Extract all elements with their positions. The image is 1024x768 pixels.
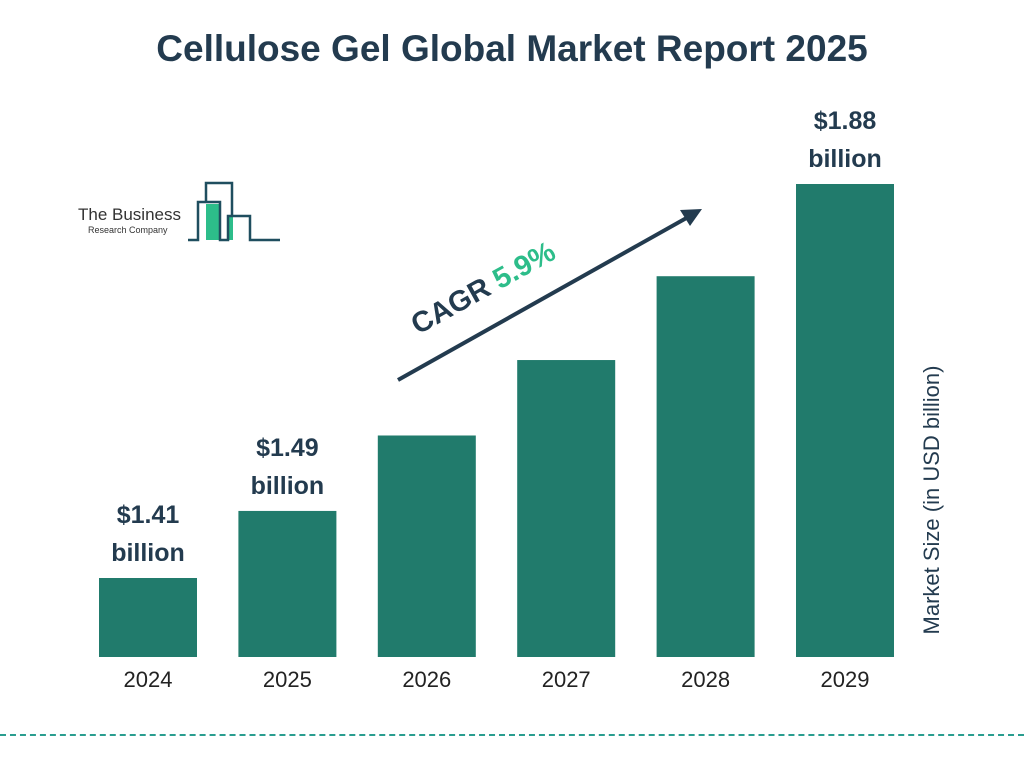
cagr-annotation: CAGR 5.9% [406,236,561,341]
divider [0,734,1024,736]
data-label-unit: billion [808,145,882,173]
logo-buildings-icon [188,181,280,242]
bar-2026 [377,435,476,657]
bar-2029 [796,184,894,657]
x-tick-label: 2029 [821,667,870,692]
data-label-unit: billion [251,472,325,500]
data-label-value: $1.49 [256,434,319,462]
bar-2028 [656,276,755,657]
cagr-arrow [397,214,691,382]
bar-2025 [238,510,337,657]
x-tick-label: 2027 [542,667,591,692]
data-label-value: $1.41 [117,501,180,529]
bar-2024 [99,578,197,657]
chart-title: Cellulose Gel Global Market Report 2025 [156,28,868,69]
data-label-value: $1.88 [814,107,877,135]
x-tick-label: 2028 [681,667,730,692]
cagr-arrowhead-icon [680,209,702,226]
company-logo: The Business Research Company [78,180,283,244]
x-tick-label: 2025 [263,667,312,692]
data-label-unit: billion [111,539,185,567]
bar-2027 [517,360,616,657]
y-axis-label: Market Size (in USD billion) [919,365,944,635]
logo-text-sub: Research Company [88,225,168,235]
cagr-value: 5.9% [488,236,562,296]
logo-text-main: The Business [78,205,181,224]
x-tick-label: 2026 [402,667,451,692]
x-tick-label: 2024 [124,667,173,692]
